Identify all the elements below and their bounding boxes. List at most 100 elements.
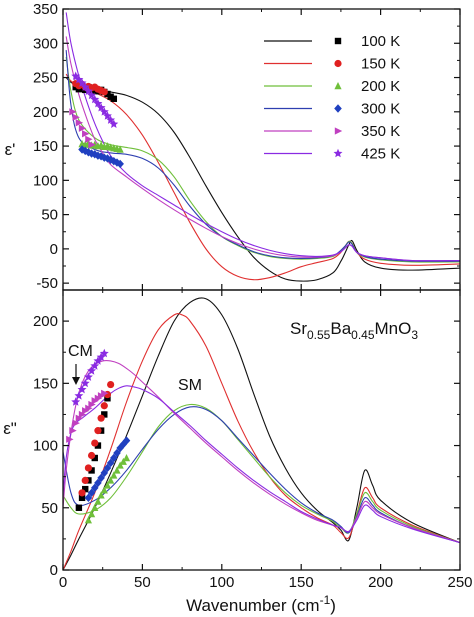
lower-point-350k bbox=[88, 400, 96, 409]
upper-point-425k bbox=[102, 111, 112, 120]
legend-label: 150 K bbox=[361, 56, 400, 73]
lower-point-300k bbox=[87, 488, 96, 498]
lower-point-350k bbox=[75, 414, 84, 422]
lower-point-350k bbox=[78, 410, 87, 419]
lower-model-curves bbox=[63, 297, 460, 570]
upper-y-tick-label: 50 bbox=[41, 207, 58, 224]
upper-point-150k bbox=[100, 88, 108, 96]
lower-point-425k bbox=[87, 366, 97, 375]
upper-y-tick-label: 150 bbox=[33, 138, 58, 155]
lower-point-200k bbox=[94, 497, 102, 505]
lower-point-425k bbox=[80, 378, 90, 388]
lower-point-150k bbox=[97, 414, 105, 422]
x-tick-label: 250 bbox=[447, 574, 472, 591]
lower-point-100k bbox=[75, 504, 83, 511]
lower-point-425k bbox=[77, 384, 87, 394]
lower-point-200k bbox=[87, 510, 96, 518]
lower-point-200k bbox=[113, 466, 121, 474]
lower-point-300k bbox=[110, 453, 118, 463]
upper-point-300k bbox=[78, 145, 86, 154]
lower-point-200k bbox=[122, 454, 131, 462]
lower-point-100k bbox=[104, 395, 111, 402]
lower-point-425k bbox=[83, 372, 93, 381]
upper-curve-350k bbox=[65, 36, 460, 262]
lower-point-200k bbox=[91, 503, 99, 511]
lower-point-300k bbox=[90, 483, 99, 493]
lower-point-200k bbox=[110, 471, 118, 479]
lower-point-200k bbox=[103, 481, 112, 489]
x-tick-label: 0 bbox=[59, 574, 67, 591]
lower-y-axis-label: ε" bbox=[3, 419, 17, 438]
upper-curve-300k bbox=[65, 50, 460, 262]
lower-point-350k bbox=[72, 419, 80, 427]
lower-point-100k bbox=[82, 485, 89, 493]
upper-curve-100k bbox=[65, 77, 460, 282]
lower-point-425k bbox=[99, 348, 109, 358]
lower-point-150k bbox=[91, 439, 99, 447]
lower-point-100k bbox=[101, 411, 108, 418]
lower-point-100k bbox=[94, 442, 102, 449]
cm-arrow bbox=[72, 364, 80, 385]
upper-model-curves bbox=[65, 12, 460, 282]
legend-marker-425k bbox=[333, 148, 343, 158]
upper-point-350k bbox=[82, 130, 90, 138]
upper-point-350k bbox=[88, 141, 96, 149]
upper-y-tick-label: 250 bbox=[33, 70, 58, 87]
lower-y-tick-label: 0 bbox=[50, 562, 58, 579]
lower-point-200k bbox=[97, 491, 105, 499]
x-tick-label: 150 bbox=[289, 574, 314, 591]
lower-point-300k bbox=[97, 473, 105, 483]
lower-point-200k bbox=[84, 516, 93, 524]
upper-point-300k bbox=[116, 159, 124, 169]
x-axis-label: Wavenumber (cm-1) bbox=[186, 593, 336, 615]
upper-y-tick-label: 350 bbox=[33, 1, 58, 18]
legend: 100 K 150 K 200 K 300 K 350 K 425 K bbox=[264, 33, 400, 163]
lower-point-425k bbox=[74, 391, 84, 400]
lower-point-350k bbox=[69, 427, 77, 435]
upper-y-tick-label: 300 bbox=[33, 35, 58, 52]
lower-curve-100k bbox=[63, 297, 460, 570]
lower-panel-epsilon-imag: 0 50 100 150 200 0 50 100 150 200 250 bbox=[33, 289, 473, 591]
lower-point-150k bbox=[100, 402, 108, 410]
lower-point-300k bbox=[100, 468, 109, 478]
upper-point-300k bbox=[103, 154, 112, 163]
legend-marker-100k bbox=[334, 37, 342, 45]
legend-label: 425 K bbox=[361, 146, 400, 163]
legend-label: 200 K bbox=[361, 78, 400, 95]
upper-point-100k bbox=[110, 95, 118, 102]
lower-point-200k bbox=[100, 486, 108, 494]
lower-curve-300k bbox=[63, 406, 460, 544]
upper-curve-200k bbox=[65, 56, 460, 263]
lower-point-300k bbox=[94, 478, 102, 488]
legend-marker-150k bbox=[334, 59, 342, 68]
lower-point-300k bbox=[103, 463, 112, 473]
upper-point-350k bbox=[85, 135, 93, 143]
legend-marker-300k bbox=[334, 104, 342, 113]
lower-point-150k bbox=[87, 451, 96, 460]
lower-point-425k bbox=[93, 356, 103, 365]
lower-point-300k bbox=[84, 493, 93, 503]
lower-point-150k bbox=[107, 380, 115, 389]
upper-point-200k bbox=[116, 145, 124, 153]
upper-measured-points bbox=[69, 71, 124, 169]
upper-point-425k bbox=[109, 119, 119, 128]
formula-label: Sr0.55Ba0.45MnO3 bbox=[290, 319, 418, 342]
lower-point-200k bbox=[107, 476, 115, 484]
lower-y-tick-label: 50 bbox=[41, 500, 58, 517]
upper-y-tick-label: 200 bbox=[33, 104, 58, 121]
lower-point-200k bbox=[119, 457, 127, 465]
x-tick-label: 50 bbox=[134, 574, 151, 591]
lower-y-tick-label: 100 bbox=[33, 438, 58, 455]
lower-curve-425k bbox=[63, 385, 460, 544]
legend-label: 300 K bbox=[361, 101, 400, 118]
annotation-sm: SM bbox=[178, 377, 202, 394]
lower-point-300k bbox=[106, 458, 115, 468]
lower-point-100k bbox=[78, 494, 86, 502]
lower-point-150k bbox=[81, 476, 89, 484]
lower-point-350k bbox=[101, 389, 109, 397]
lower-point-350k bbox=[85, 404, 93, 412]
lower-point-300k bbox=[113, 448, 121, 458]
x-tick-label: 200 bbox=[368, 574, 393, 591]
lower-y-tick-label: 200 bbox=[33, 313, 58, 330]
legend-marker-200k bbox=[334, 82, 342, 90]
